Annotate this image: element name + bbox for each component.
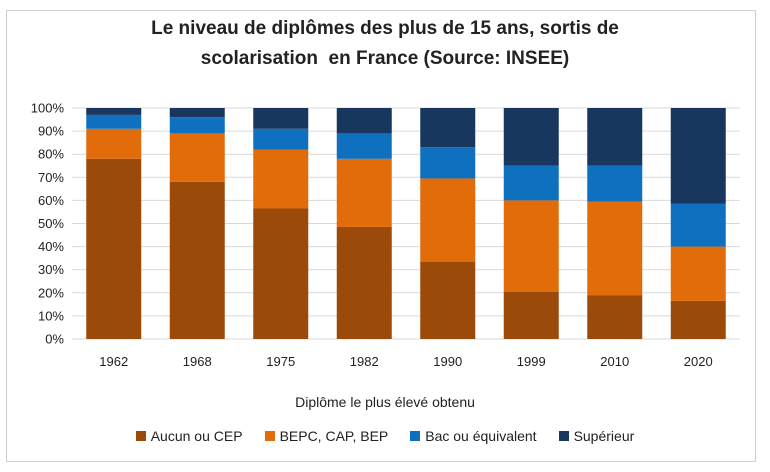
bar-segment <box>503 108 559 166</box>
bar-segment <box>420 261 476 339</box>
bar-segment <box>253 128 309 150</box>
bar-segment <box>253 208 309 339</box>
bar-segment <box>587 165 643 202</box>
y-tick-label: 30% <box>38 262 64 277</box>
x-tick-label: 2010 <box>600 354 629 369</box>
bar-segment <box>503 200 559 292</box>
legend-label: Aucun ou CEP <box>150 428 243 444</box>
bar-segment <box>86 158 142 339</box>
bar-segment <box>336 158 392 227</box>
bar-segment <box>420 108 476 148</box>
bar-segment <box>86 128 142 159</box>
chart-title-line-1: Le niveau de diplômes des plus de 15 ans… <box>151 18 619 39</box>
bar-segment <box>336 226 392 339</box>
bar-segment <box>420 178 476 262</box>
bar-segment <box>670 300 726 339</box>
bar-segment <box>503 165 559 201</box>
bar-segment <box>169 181 225 339</box>
x-tick-label: 1968 <box>183 354 212 369</box>
y-tick-label: 60% <box>38 193 64 208</box>
bar-segment <box>86 108 142 115</box>
bar-segment <box>670 108 726 204</box>
x-tick-label: 2020 <box>684 354 713 369</box>
x-axis-label: Diplôme le plus élevé obtenu <box>295 394 475 410</box>
bar-segment <box>253 108 309 129</box>
legend-item: Aucun ou CEP <box>135 428 243 444</box>
bar-segment <box>587 201 643 296</box>
x-tick-label: 1999 <box>517 354 546 369</box>
legend: Aucun ou CEP BEPC, CAP, BEP Bac ou équival… <box>0 428 770 444</box>
bar-segment <box>336 108 392 134</box>
bar-segment <box>420 147 476 179</box>
bar-segment <box>670 246 726 301</box>
x-tick-label: 1962 <box>99 354 128 369</box>
chart-title-line-2: scolarisation en France (Source: INSEE) <box>200 48 570 69</box>
y-tick-label: 40% <box>38 239 64 254</box>
legend-item: BEPC, CAP, BEP <box>264 428 389 444</box>
bar-segment <box>587 108 643 166</box>
legend-item: Supérieur <box>558 428 635 444</box>
bar-segment <box>336 133 392 159</box>
legend-label: BEPC, CAP, BEP <box>279 428 389 444</box>
y-tick-label: 100% <box>31 101 65 116</box>
y-tick-label: 80% <box>38 147 64 162</box>
y-tick-label: 70% <box>38 170 64 185</box>
bar-segment <box>587 295 643 339</box>
bar-segment <box>169 108 225 118</box>
bar-segment <box>169 133 225 182</box>
y-tick-label: 50% <box>38 216 64 231</box>
chart-title: Le niveau de diplômes des plus de 15 ans… <box>0 14 770 74</box>
legend-swatch <box>558 431 569 441</box>
x-tick-label: 1990 <box>433 354 462 369</box>
y-tick-label: 10% <box>38 308 64 323</box>
legend-label: Bac ou équivalent <box>425 428 537 444</box>
bar-segment <box>503 291 559 339</box>
bar-segment <box>169 117 225 134</box>
legend-label: Supérieur <box>573 428 635 444</box>
legend-item: Bac ou équivalent <box>410 428 537 444</box>
x-tick-label: 1975 <box>266 354 295 369</box>
y-tick-label: 0% <box>45 332 64 347</box>
bar-segment <box>670 203 726 247</box>
y-tick-label: 90% <box>38 124 64 139</box>
x-tick-label: 1982 <box>350 354 379 369</box>
y-tick-label: 20% <box>38 285 64 300</box>
legend-swatch <box>264 431 275 441</box>
bar-segment <box>86 114 142 129</box>
legend-swatch <box>410 431 421 441</box>
legend-swatch <box>135 431 146 441</box>
bar-segment <box>253 149 309 209</box>
